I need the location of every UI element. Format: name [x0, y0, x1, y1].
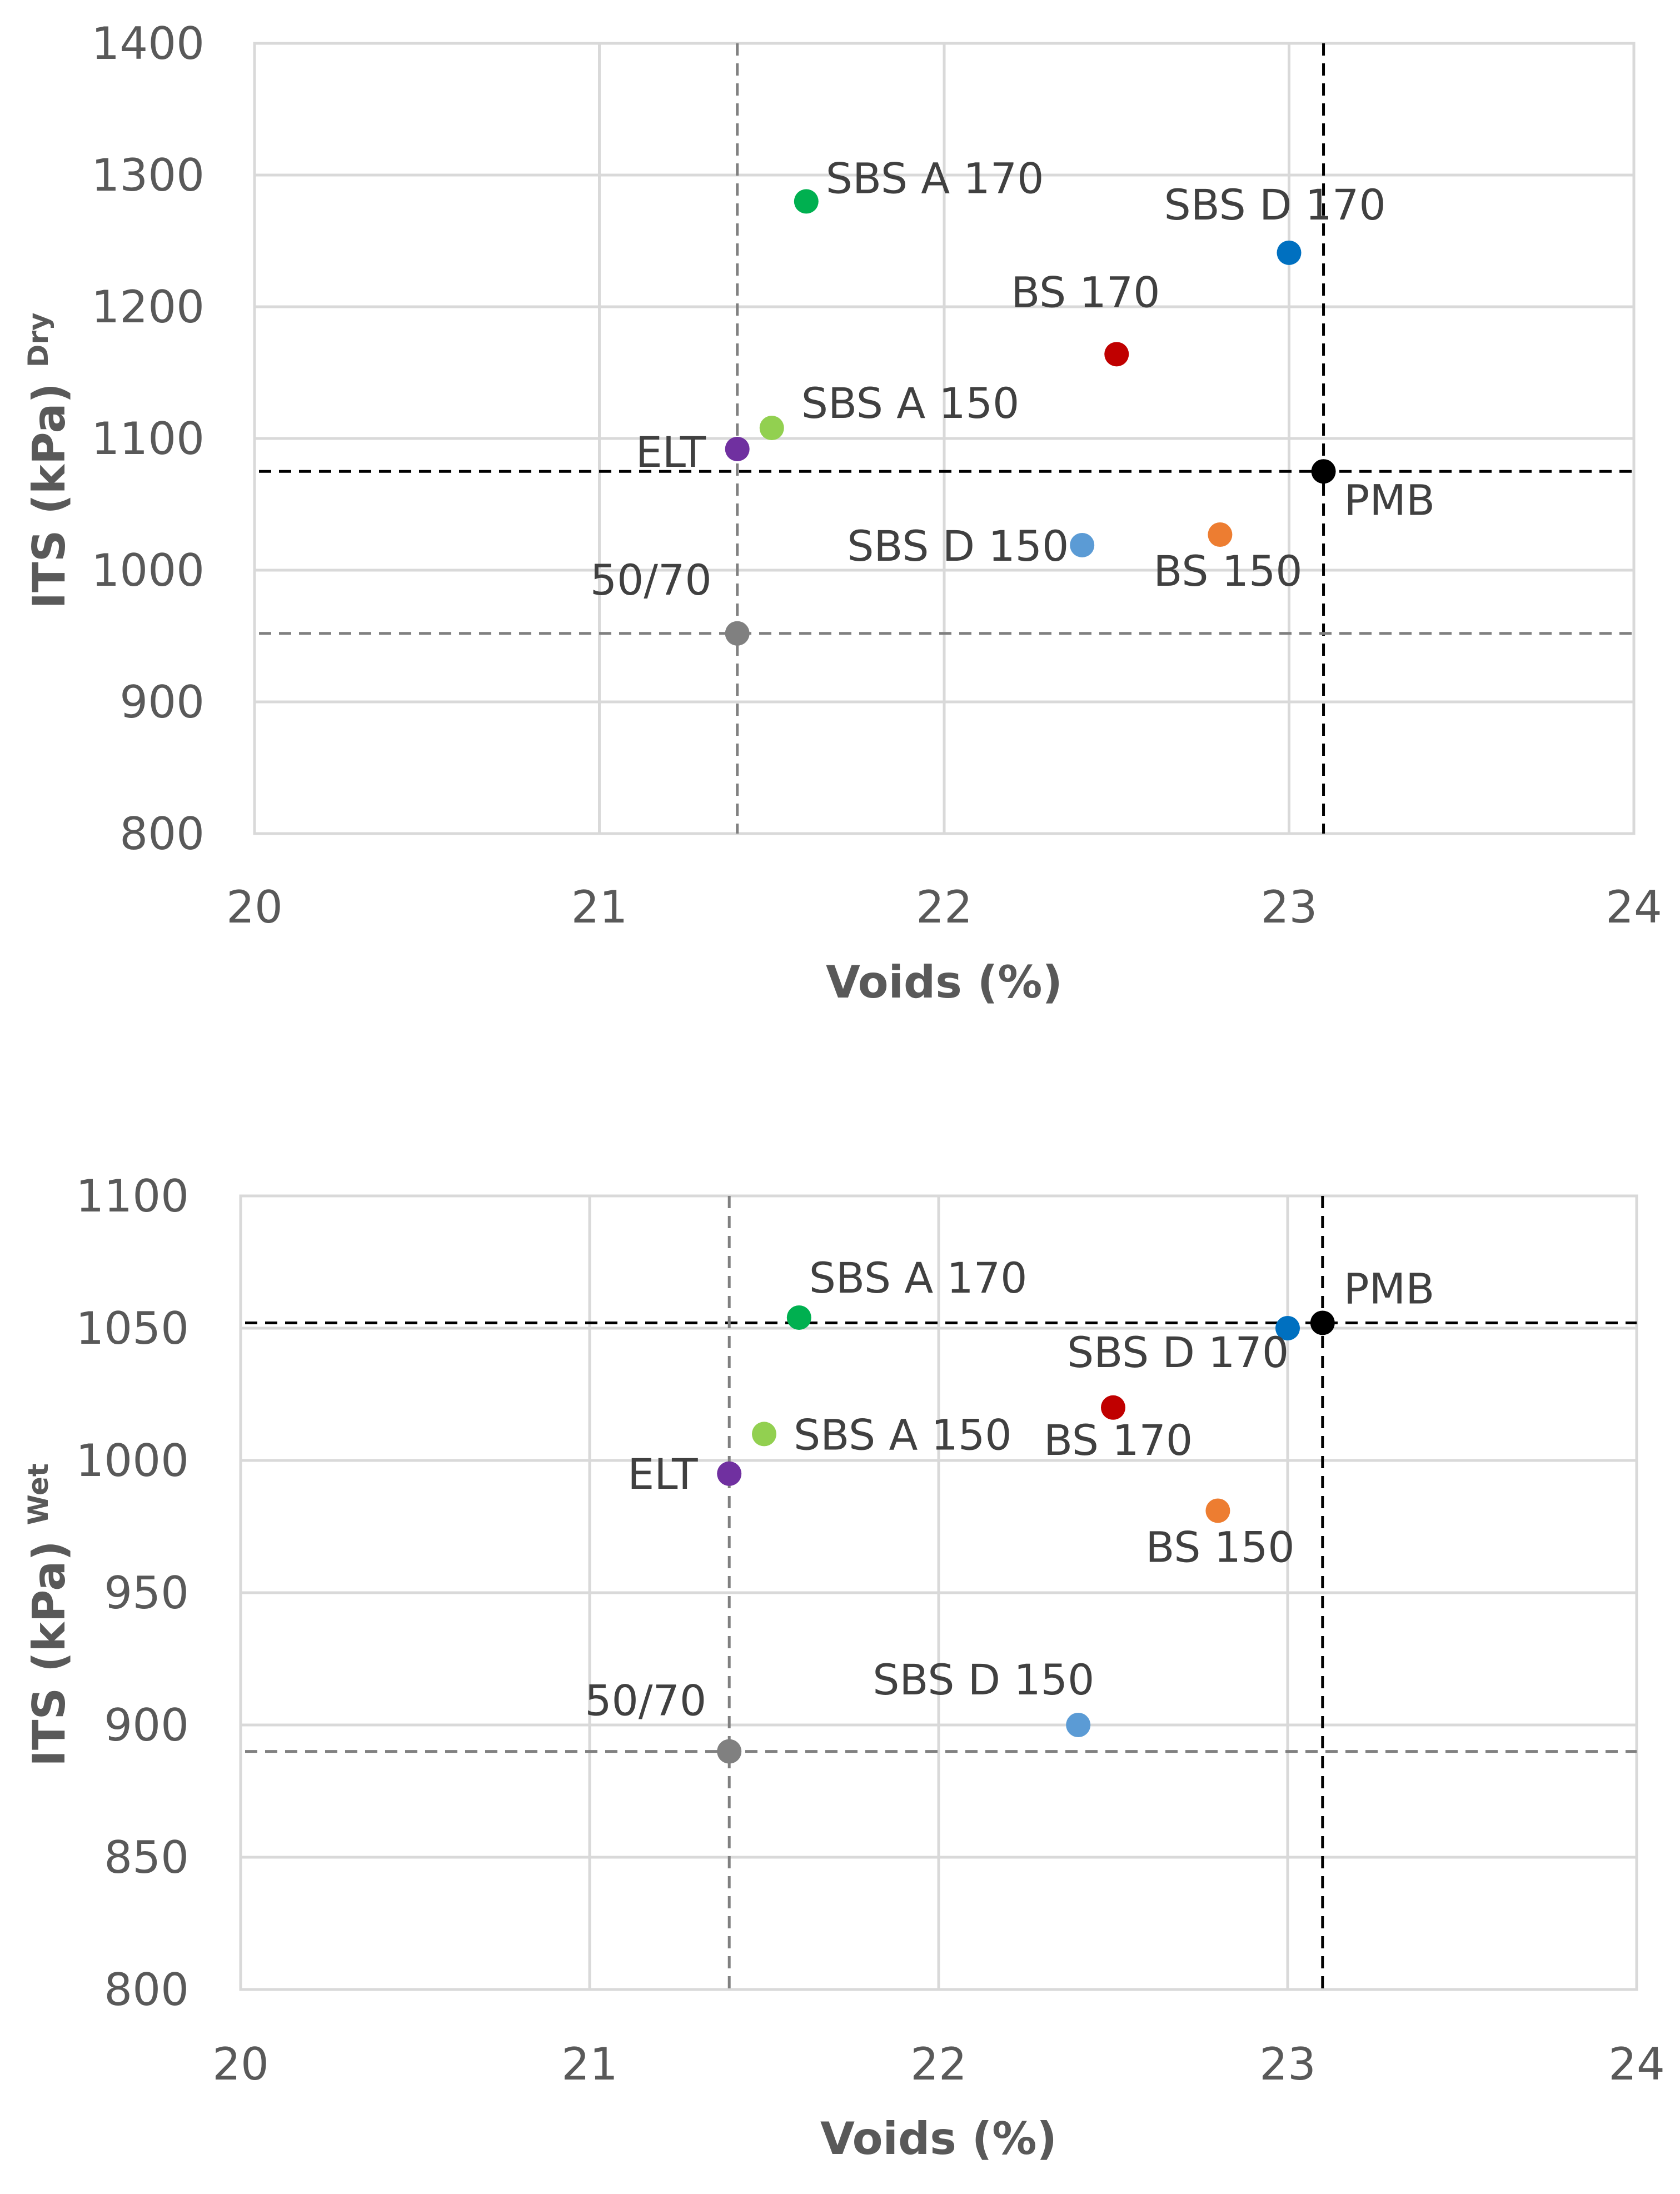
- data-point: [1205, 1498, 1230, 1523]
- data-point: [1104, 342, 1129, 367]
- y-tick-label: 1100: [91, 413, 205, 465]
- data-point: [725, 621, 750, 646]
- x-tick-label: 21: [561, 2038, 618, 2090]
- y-tick-label: 900: [104, 1699, 189, 1751]
- x-tick-label: 24: [1608, 2038, 1665, 2090]
- data-label: BS 150: [1145, 1522, 1294, 1572]
- data-label: 50/70: [585, 1676, 706, 1726]
- wet-its-scatter-chart: 800 850 900 950 1000 1050 1100 20 21 22 23 24 Voids …: [22, 1170, 1665, 2165]
- x-tick-label: 20: [212, 2038, 269, 2090]
- x-tick-label: 21: [571, 881, 628, 933]
- data-label: SBS D 170: [1067, 1328, 1289, 1377]
- y-axis-title: ITS (kPa) Wet: [22, 1463, 75, 1767]
- y-tick-label: 1050: [76, 1303, 189, 1354]
- data-label: SBS D 170: [1164, 180, 1386, 230]
- data-point: [725, 436, 750, 461]
- data-point: [1208, 522, 1233, 547]
- data-label: BS 150: [1153, 546, 1302, 596]
- data-label: SBS D 150: [873, 1655, 1094, 1704]
- y-axis-title-text: ITS (kPa): [23, 367, 75, 609]
- y-tick-label: 1300: [91, 149, 205, 201]
- data-label: 50/70: [590, 555, 712, 605]
- x-axis-title: Voids (%): [820, 2113, 1057, 2165]
- x-tick-label: 20: [226, 881, 283, 933]
- x-axis-title: Voids (%): [826, 956, 1063, 1008]
- plot-area-border: [253, 42, 1636, 835]
- data-point: [1101, 1395, 1125, 1420]
- data-label: SBS A 150: [794, 1410, 1012, 1459]
- y-axis-title-text: ITS (kPa): [23, 1525, 75, 1766]
- data-point: [759, 416, 784, 441]
- data-point: [1311, 459, 1336, 484]
- data-label: PMB: [1344, 1264, 1435, 1313]
- x-tick-label: 23: [1261, 881, 1318, 933]
- data-point: [752, 1422, 776, 1447]
- y-tick-label: 800: [119, 808, 205, 860]
- data-point: [717, 1739, 742, 1764]
- y-tick-label: 1100: [76, 1170, 189, 1222]
- data-point: [1310, 1310, 1335, 1335]
- data-label: ELT: [627, 1449, 698, 1499]
- data-label: SBS D 150: [847, 521, 1069, 571]
- plot-area-border: [239, 1194, 1638, 1991]
- data-label: PMB: [1344, 475, 1435, 525]
- x-tick-label: 22: [916, 881, 973, 933]
- data-label: SBS A 170: [826, 153, 1044, 203]
- data-point: [794, 189, 819, 214]
- data-point: [1277, 240, 1302, 265]
- data-point: [717, 1461, 742, 1486]
- data-label: BS 170: [1011, 267, 1160, 317]
- x-tick-label: 22: [910, 2038, 967, 2090]
- data-label: ELT: [636, 427, 706, 477]
- data-point: [1070, 532, 1095, 557]
- data-point: [1066, 1713, 1091, 1737]
- y-axis-title-superscript: Dry: [22, 312, 54, 367]
- y-tick-label: 800: [104, 1964, 189, 2016]
- y-tick-label: 1000: [91, 545, 205, 596]
- data-label: BS 170: [1044, 1415, 1193, 1465]
- data-label: SBS A 170: [809, 1253, 1028, 1303]
- data-point: [786, 1305, 811, 1330]
- y-tick-label: 1200: [91, 281, 205, 333]
- y-axis-title-superscript: Wet: [22, 1463, 54, 1525]
- y-tick-label: 850: [104, 1832, 189, 1883]
- data-label: SBS A 150: [801, 378, 1020, 428]
- dry-its-scatter-chart: 800 900 1000 1100 1200 1300 1400 20 21 22 23 24 Void…: [22, 18, 1662, 1008]
- y-tick-label: 950: [104, 1567, 189, 1619]
- y-tick-label: 900: [119, 676, 205, 728]
- y-tick-label: 1400: [91, 18, 205, 69]
- y-tick-label: 1000: [76, 1435, 189, 1487]
- x-tick-label: 24: [1606, 881, 1662, 933]
- x-tick-label: 23: [1259, 2038, 1316, 2090]
- data-point: [1275, 1316, 1300, 1340]
- y-axis-title: ITS (kPa) Dry: [22, 312, 75, 609]
